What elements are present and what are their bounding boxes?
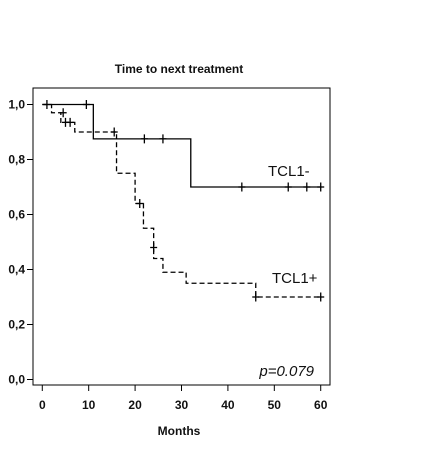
- x-axis: 0 10 20 30 40 50 60: [39, 385, 328, 412]
- censor-mark-tcl1-negpos: [136, 199, 144, 208]
- censor-mark-tcl1-negpos: [66, 117, 74, 127]
- x-tick-label: 40: [221, 398, 235, 412]
- plot-frame: [32, 87, 331, 386]
- censor-mark-tcl1-neg: [238, 182, 246, 192]
- y-tick-label: 0,0: [8, 373, 25, 387]
- censor-mark-tcl1-negpos: [252, 292, 260, 302]
- y-axis: 0,0 0,2 0,4 0,6 0,8 1,0: [8, 98, 33, 387]
- x-axis-label: Months: [158, 424, 201, 438]
- x-tick-label: 0: [39, 398, 46, 412]
- censor-mark-tcl1-neg: [159, 134, 167, 144]
- y-tick-label: 1,0: [8, 98, 25, 112]
- y-tick-label: 0,2: [8, 318, 25, 332]
- chart-title: Time to next treatment: [115, 62, 243, 76]
- y-tick-label: 0,6: [8, 208, 25, 222]
- y-tick-label: 0,4: [8, 263, 25, 277]
- series-line-tcl1-negpos: [42, 103, 321, 298]
- censor-mark-tcl1-negpos: [59, 108, 67, 118]
- x-tick-label: 50: [268, 398, 282, 412]
- censor-mark-tcl1-negpos: [110, 127, 118, 137]
- series-layer: [42, 100, 325, 302]
- censor-mark-tcl1-negpos: [150, 243, 158, 252]
- x-tick-label: 10: [82, 398, 96, 412]
- x-tick-label: 60: [314, 398, 328, 412]
- x-tick-label: 20: [128, 398, 142, 412]
- x-tick-label: 30: [175, 398, 189, 412]
- censor-mark-tcl1-neg: [284, 182, 292, 192]
- censor-mark-tcl1-neg: [303, 182, 311, 192]
- p-value-annotation: p=0.079: [258, 363, 314, 380]
- series-label-tcl1-neg: TCL1-: [268, 163, 310, 180]
- censor-mark-tcl1-negpos: [317, 292, 325, 302]
- censor-mark-tcl1-neg: [140, 134, 148, 144]
- censor-mark-tcl1-neg: [82, 100, 90, 109]
- y-tick-label: 0,8: [8, 153, 25, 167]
- series-label-tcl1-pos: TCL1+: [272, 270, 318, 287]
- censor-mark-tcl1-neg: [317, 182, 325, 192]
